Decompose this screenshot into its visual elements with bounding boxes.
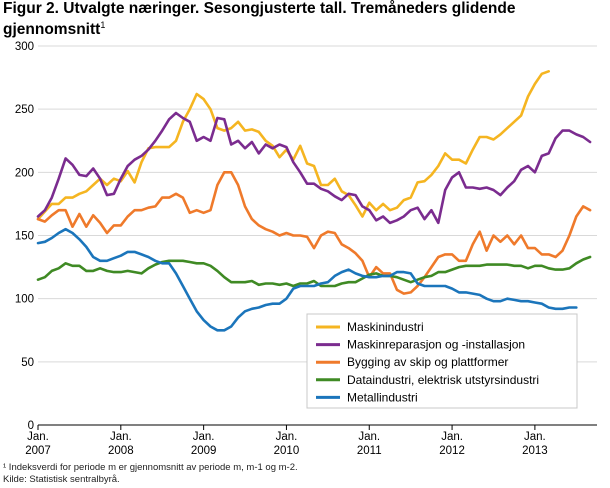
- legend-box: [306, 313, 578, 409]
- x-tick-label-year: 2009: [191, 445, 217, 457]
- x-tick-label-year: 2013: [522, 445, 548, 457]
- series-line-1: [36, 70, 551, 221]
- legend-label: Maskinindustri: [347, 320, 424, 334]
- chart-title: Figur 2. Utvalgte næringer. Sesongjuster…: [3, 0, 516, 39]
- y-tick-label: 0: [28, 420, 34, 432]
- source-note: Kilde: Statistisk sentralbyrå.: [3, 474, 120, 485]
- series-line-3: [36, 171, 592, 295]
- x-tick-label-month: Jan.: [524, 431, 546, 443]
- series-line-2: [36, 111, 592, 225]
- x-tick-label-year: 2012: [439, 445, 465, 457]
- x-tick-label-month: Jan.: [276, 431, 298, 443]
- x-tick-label-month: Jan.: [27, 431, 49, 443]
- x-tick-label-month: Jan.: [358, 431, 380, 443]
- y-tick-label: 250: [15, 104, 34, 116]
- y-tick-label: 300: [15, 41, 34, 53]
- x-tick-label-month: Jan.: [193, 431, 215, 443]
- legend-label: Maskinreparasjon og -installasjon: [347, 338, 525, 352]
- y-tick-label: 50: [21, 357, 34, 369]
- y-tick-label: 200: [15, 167, 34, 179]
- legend-label: Bygging av skip og plattformer: [347, 355, 508, 369]
- y-tick-label: 100: [15, 294, 34, 306]
- series-line-4: [36, 255, 592, 288]
- x-tick-label-year: 2010: [274, 445, 300, 457]
- y-tick-label: 150: [15, 231, 34, 243]
- x-tick-label-year: 2007: [25, 445, 51, 457]
- x-tick-label-month: Jan.: [441, 431, 463, 443]
- legend-label: Dataindustri, elektrisk utstyrsindustri: [347, 373, 539, 387]
- x-tick-label-year: 2008: [108, 445, 134, 457]
- series-line-5: [36, 227, 578, 332]
- x-tick-label-month: Jan.: [110, 431, 132, 443]
- footnote: ¹ Indeksverdi for periode m er gjennomsn…: [3, 462, 298, 473]
- legend-label: Metallindustri: [347, 390, 418, 404]
- x-tick-label-year: 2011: [357, 445, 382, 457]
